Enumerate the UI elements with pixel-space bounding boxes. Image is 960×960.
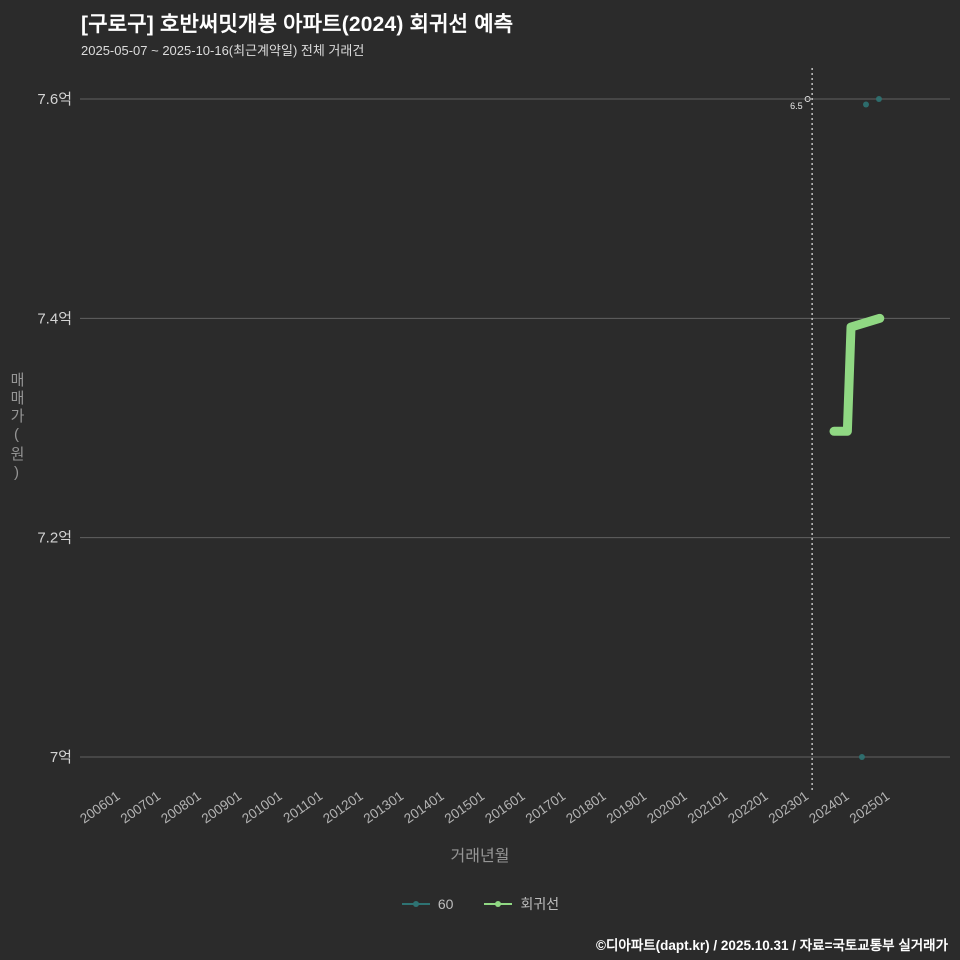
point-annotation: 6.5 xyxy=(790,101,803,111)
data-point xyxy=(862,101,869,108)
legend-item-회귀선[interactable]: 회귀선 xyxy=(483,894,559,914)
legend: 60 회귀선 xyxy=(0,894,960,914)
x-tick-label: 201901 xyxy=(604,788,650,826)
regression-line xyxy=(829,313,885,436)
data-point xyxy=(858,754,865,760)
x-tick-label: 201701 xyxy=(523,788,569,826)
chart-title: [구로구] 호반써밋개봉 아파트(2024) 회귀선 예측 xyxy=(81,13,514,36)
y-tick-label: 7.6억 xyxy=(37,91,72,108)
x-tick-label: 200601 xyxy=(77,788,123,826)
y-tick-label: 7.2억 xyxy=(37,530,72,547)
legend-label: 회귀선 xyxy=(520,896,560,912)
x-tick-label: 201101 xyxy=(281,788,326,826)
x-tick-label: 201801 xyxy=(563,788,609,826)
x-tick-label: 202101 xyxy=(685,788,731,826)
x-axis-label: 거래년월 xyxy=(450,848,510,865)
legend-item-60[interactable]: 60 xyxy=(401,896,454,912)
x-tick-label: 201301 xyxy=(361,788,407,826)
x-tick-label: 201401 xyxy=(401,788,447,826)
x-tick-label: 201001 xyxy=(239,788,285,826)
footer-credit: ©디아파트(dapt.kr) / 2025.10.31 / 자료=국토교통부 실… xyxy=(596,938,948,953)
x-tick-label: 201501 xyxy=(442,788,488,826)
x-tick-label: 201201 xyxy=(320,788,366,826)
data-point xyxy=(875,96,882,102)
x-tick-label: 200801 xyxy=(158,788,204,826)
y-tick-label: 7억 xyxy=(50,749,72,766)
x-tick-label: 200901 xyxy=(199,788,245,826)
legend-marker-icon xyxy=(484,901,513,907)
x-tick-label: 202401 xyxy=(806,788,852,826)
y-axis-label: 매매가(원) xyxy=(8,372,25,484)
x-tick-label: 202201 xyxy=(725,788,771,826)
x-tick-label: 201601 xyxy=(482,788,528,826)
x-tick-label: 202001 xyxy=(644,788,690,826)
x-tick-label: 202301 xyxy=(766,788,812,826)
chart-subtitle: 2025-05-07 ~ 2025-10-16(최근계약일) 전체 거래건 xyxy=(81,43,365,58)
y-tick-label: 7.4억 xyxy=(37,310,72,327)
x-tick-label: 202501 xyxy=(847,788,893,826)
x-tick-label: 200701 xyxy=(118,788,164,826)
legend-marker-icon xyxy=(401,901,430,907)
legend-label: 60 xyxy=(437,896,454,912)
annotated-point xyxy=(804,96,811,102)
